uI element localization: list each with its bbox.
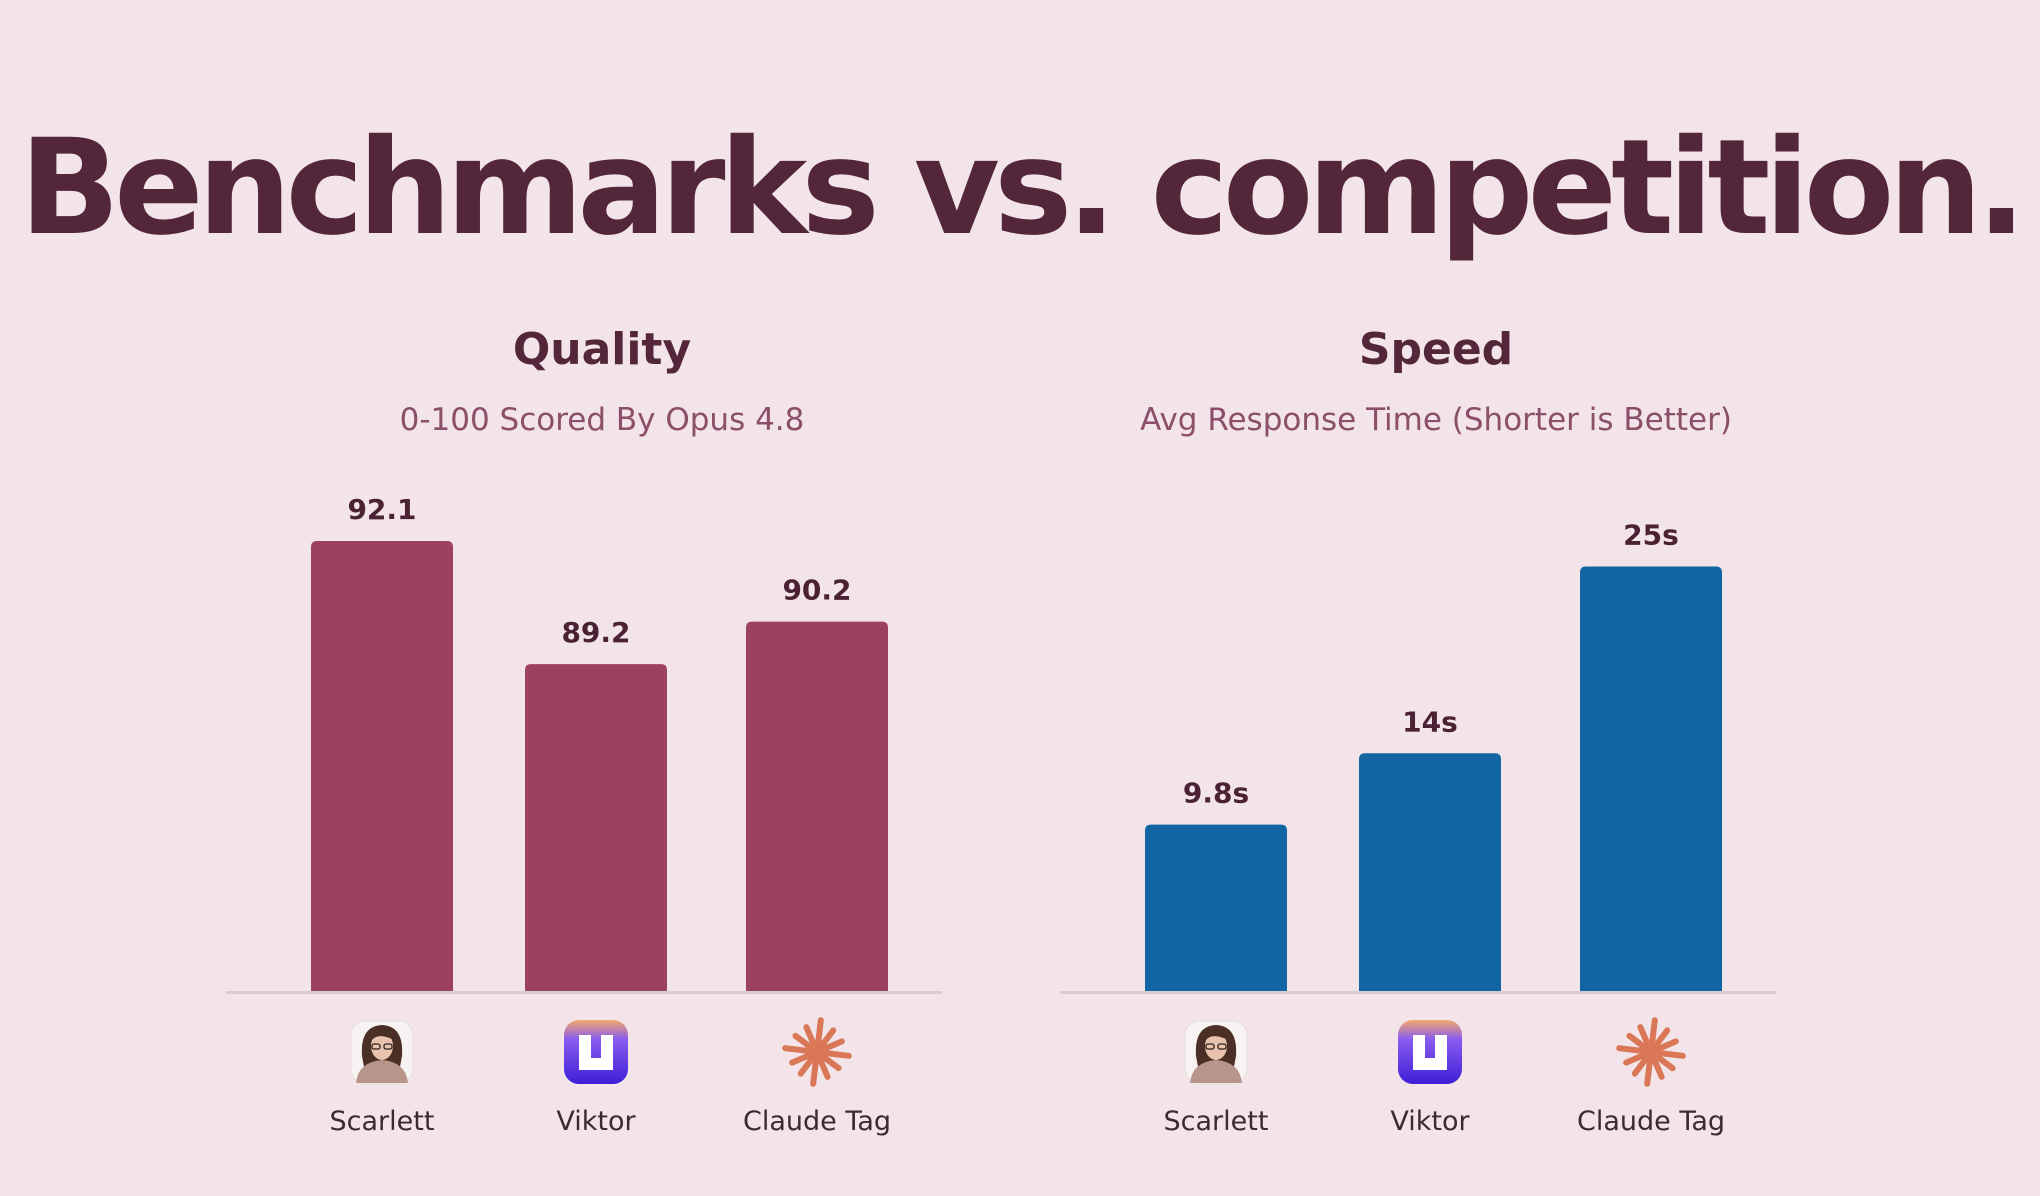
category-label-viktor: Viktor bbox=[1390, 1106, 1470, 1137]
bar-claude-tag bbox=[1580, 566, 1722, 991]
viktor-logo-icon bbox=[564, 1020, 628, 1084]
quality-chart-panel: Quality 0-100 Scored By Opus 4.8 92.1 Sca… bbox=[182, 320, 1022, 1140]
category-label-scarlett: Scarlett bbox=[330, 1106, 435, 1137]
value-label-claude-tag: 25s bbox=[1623, 518, 1679, 551]
quality-chart-subtitle: 0-100 Scored By Opus 4.8 bbox=[399, 402, 805, 438]
value-label-viktor: 14s bbox=[1402, 705, 1458, 738]
category-label-claude-tag: Claude Tag bbox=[743, 1106, 891, 1137]
bar-claude-tag bbox=[746, 621, 888, 991]
scarlett-avatar-icon bbox=[350, 1020, 414, 1084]
value-label-scarlett: 92.1 bbox=[347, 493, 416, 526]
category-label-claude-tag: Claude Tag bbox=[1577, 1106, 1725, 1137]
category-label-scarlett: Scarlett bbox=[1164, 1106, 1269, 1137]
category-label-viktor: Viktor bbox=[556, 1106, 636, 1137]
bar-scarlett bbox=[1145, 824, 1287, 991]
quality-chart-title: Quality bbox=[512, 324, 692, 375]
bar-viktor bbox=[1359, 753, 1501, 991]
scarlett-avatar-icon bbox=[1184, 1020, 1248, 1084]
quality-bar-chart: 92.1 Scarlett 89.2 Viktor 90.2 Claude Tag bbox=[226, 493, 942, 1137]
speed-chart-subtitle: Avg Response Time (Shorter is Better) bbox=[1140, 402, 1732, 438]
speed-chart-title: Speed bbox=[1358, 324, 1514, 375]
value-label-viktor: 89.2 bbox=[561, 616, 630, 649]
speed-chart-panel: Speed Avg Response Time (Shorter is Bett… bbox=[1016, 320, 1856, 1140]
speed-bar-chart: 9.8s Scarlett 14s Viktor 25s Claude Tag bbox=[1060, 518, 1776, 1137]
value-label-scarlett: 9.8s bbox=[1183, 777, 1249, 810]
viktor-logo-icon bbox=[1398, 1020, 1462, 1084]
claude-asterisk-icon bbox=[782, 1017, 852, 1087]
bar-scarlett bbox=[311, 541, 453, 991]
bar-viktor bbox=[525, 664, 667, 991]
claude-asterisk-icon bbox=[1616, 1017, 1686, 1087]
value-label-claude-tag: 90.2 bbox=[782, 574, 851, 607]
page-headline: Benchmarks vs. competition. bbox=[19, 111, 2026, 265]
